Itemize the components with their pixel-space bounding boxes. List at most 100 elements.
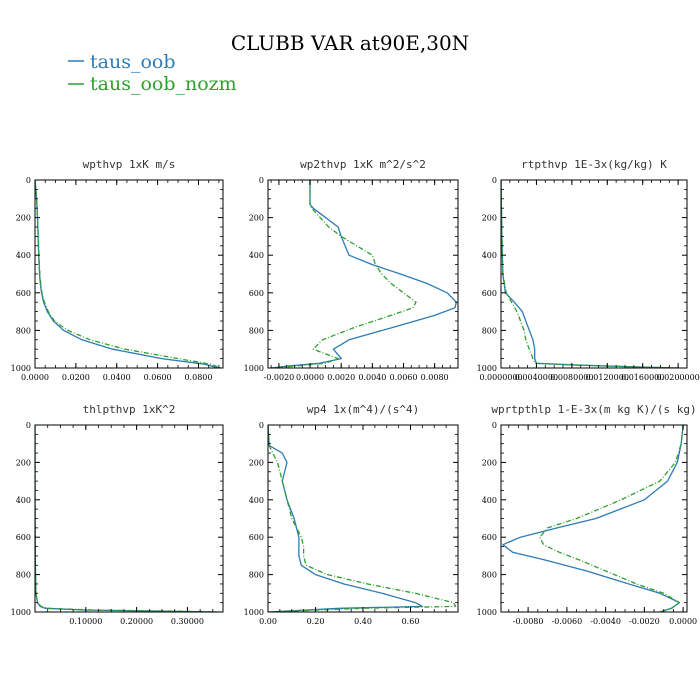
plot-frame [34,179,224,369]
y-tick-label: 1000 [477,608,497,617]
panel-title: wpthvp 1xK m/s [83,158,176,171]
panel-title: wp2thvp 1xK m^2/s^2 [300,158,426,171]
series-group [35,425,221,612]
x-tick-label: 0.0020 [327,373,355,382]
plot-frame [34,424,224,613]
y-tick-label: 600 [249,533,264,542]
series-line-taus-oob [271,180,458,368]
y-tick-label: 600 [16,533,31,542]
plot-frame [267,424,459,613]
y-tick-label: 800 [482,571,497,580]
series-line-taus-oob-nozm [501,180,679,368]
y-tick-label: 0 [492,421,497,430]
panel-title: wprtpthlp 1-E-3x(m kg K)/(s kg) [491,403,696,416]
series-line-taus-oob [35,425,218,612]
y-tick-label: 0 [26,176,31,185]
x-tick-label: -0.0020 [264,373,295,382]
y-tick-label: 400 [249,251,264,260]
x-tick-label: -0.0060 [552,617,583,626]
x-tick-label: 0.0160000 [621,373,664,382]
y-tick-label: 600 [482,533,497,542]
y-tick-label: 600 [482,289,497,298]
y-tick-label: 200 [482,214,497,223]
series-line-taus-oob-nozm [268,425,457,612]
y-tick-label: 200 [16,458,31,467]
x-tick-label: 0.0080 [421,373,449,382]
y-tick-label: 0 [259,421,264,430]
x-tick-label: 0.0040 [358,373,386,382]
x-tick-label: 0.0000000 [479,373,522,382]
x-tick-label: 0.0600 [144,373,172,382]
x-tick-label: -0.0020 [629,617,660,626]
x-tick-label: 0.20 [307,617,325,626]
x-tick-label: -0.0080 [513,617,544,626]
x-tick-label: 0.20000 [120,617,153,626]
x-tick-label: 0.0000 [669,617,697,626]
x-tick-label: 0.40 [354,617,372,626]
series-line-taus-oob-nozm [35,425,221,612]
series-line-taus-oob [502,425,684,612]
y-tick-label: 1000 [11,608,31,617]
figure-title: CLUBB VAR at90E,30N [231,31,469,55]
y-tick-label: 800 [16,326,31,335]
panel-1: wpthvp 1xK m/s 0 200 400 600 800 10000.0000 0.0… [11,158,224,382]
y-tick-label: 800 [482,326,497,335]
x-tick-label: 0.0200 [62,373,90,382]
legend-label-taus-oob-nozm: taus_oob_nozm [90,73,237,95]
x-tick-label: 0.60 [402,617,420,626]
y-tick-label: 400 [482,251,497,260]
y-tick-label: 200 [482,458,497,467]
series-group [35,180,222,368]
series-group [501,180,679,368]
plot-frame [500,179,688,369]
y-tick-label: 600 [249,289,264,298]
y-tick-label: 600 [16,289,31,298]
y-tick-label: 0 [259,176,264,185]
y-tick-label: 200 [249,458,264,467]
x-tick-label: 0.30000 [171,617,204,626]
y-tick-label: 800 [249,571,264,580]
x-tick-label: 0.0200000 [657,373,700,382]
x-tick-label: 0.0000 [21,373,49,382]
y-tick-label: 400 [249,496,264,505]
series-line-taus-oob-nozm [272,180,417,368]
y-tick-label: 400 [16,251,31,260]
panel-2: wp2thvp 1xK m^2/s^2 0 200 400 600 800 1000-0.0… [244,158,459,382]
panel-4: thlpthvp 1xK^2 0 200 400 600 800 1000 0.10000 0.… [11,403,224,626]
series-line-taus-oob [501,180,679,368]
y-tick-label: 0 [26,421,31,430]
x-tick-label: 0.0120000 [586,373,629,382]
series-line-taus-oob [268,425,424,612]
legend-label-taus-oob: taus_oob [90,51,176,73]
panel-title: rtpthvp 1E-3x(kg/kg) K [521,158,667,171]
series-line-taus-oob-nozm [539,425,684,612]
legend: taus_oob taus_oob_nozm [68,51,237,95]
x-tick-label: 0.0800 [184,373,212,382]
y-tick-label: 1000 [244,608,264,617]
x-tick-label: -0.0040 [590,617,621,626]
y-tick-label: 0 [492,176,497,185]
series-group [502,425,684,612]
y-tick-label: 200 [249,214,264,223]
y-tick-label: 400 [16,496,31,505]
panel-title: wp4 1x(m^4)/(s^4) [307,403,420,416]
x-tick-label: 0.0040000 [515,373,558,382]
panel-3: rtpthvp 1E-3x(kg/kg) K020040060080010000… [477,158,700,382]
series-group [271,180,458,368]
panel-5: wp4 1x(m^4)/(s^4) 0 200 400 600 800 10000.00 0.… [244,403,459,626]
x-tick-label: 0.0080000 [550,373,593,382]
series-line-taus-oob-nozm [35,180,222,368]
panel-6: wprtpthlp 1-E-3x(m kg K)/(s kg) 0 200 400 60… [477,403,697,626]
x-tick-label: 0.0060 [389,373,417,382]
x-tick-label: 0.10000 [69,617,102,626]
series-group [268,425,457,612]
y-tick-label: 800 [249,326,264,335]
y-tick-label: 1000 [477,364,497,373]
y-tick-label: 1000 [11,364,31,373]
y-tick-label: 400 [482,496,497,505]
y-tick-label: 200 [16,214,31,223]
y-tick-label: 1000 [244,364,264,373]
y-tick-label: 800 [16,571,31,580]
